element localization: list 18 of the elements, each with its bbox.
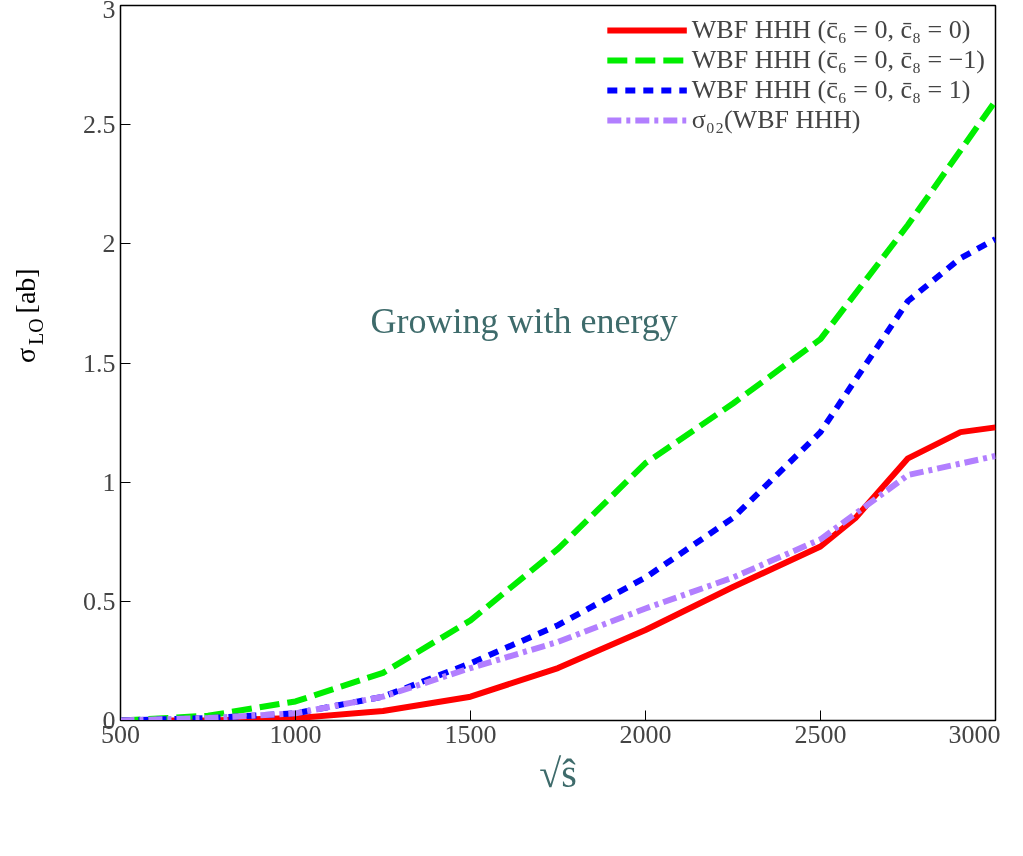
- x-tick-label: 2500: [794, 719, 847, 749]
- y-tick-label: 2.5: [83, 110, 116, 140]
- y-tick-label: 3: [102, 0, 116, 24]
- y-axis-title: σLO [ab]: [9, 268, 47, 363]
- x-tick-label: 2000: [619, 719, 672, 749]
- legend-label: WBF HHH (c̄₆ = 0, c̄₈ = −1): [691, 45, 985, 75]
- x-axis-title: √ŝ: [539, 750, 577, 796]
- y-tick-label: 1.5: [83, 348, 116, 378]
- annotation: Growing with energy: [370, 300, 678, 341]
- y-tick-label: 2: [102, 229, 116, 259]
- x-tick-label: 1500: [444, 719, 497, 749]
- legend-label: WBF HHH (c̄₆ = 0, c̄₈ = 1): [691, 75, 971, 105]
- legend-label: WBF HHH (c̄₆ = 0, c̄₈ = 0): [691, 15, 971, 45]
- x-tick-label: 1000: [269, 719, 322, 749]
- y-tick-label: 0.5: [83, 586, 116, 616]
- x-tick-label: 3000: [948, 719, 1001, 749]
- y-tick-label: 1: [102, 467, 116, 497]
- legend-label: σ₀₂(WBF HHH): [691, 105, 861, 135]
